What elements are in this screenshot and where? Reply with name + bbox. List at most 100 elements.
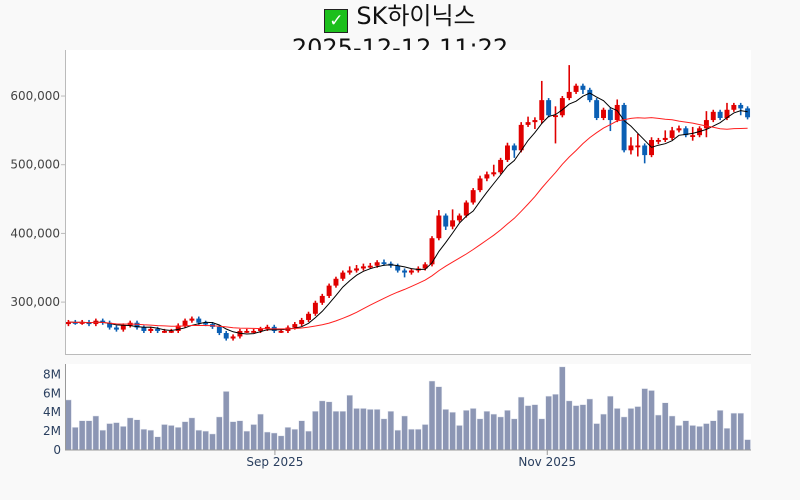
volume-bar xyxy=(572,405,580,451)
volume-bar xyxy=(387,411,395,451)
candle-body xyxy=(621,104,627,151)
candle-body xyxy=(518,124,524,151)
candle-body xyxy=(395,265,401,271)
volume-bar xyxy=(579,404,587,451)
volume-bar xyxy=(517,396,525,451)
candle-body xyxy=(65,322,71,325)
candle-body xyxy=(141,327,147,331)
volume-bar xyxy=(449,411,456,451)
candle-body xyxy=(614,104,620,121)
ma5-line xyxy=(68,92,748,335)
candle-body xyxy=(463,202,469,216)
candle-up xyxy=(299,317,305,327)
candle-up xyxy=(505,142,510,162)
volume-bar xyxy=(552,393,559,451)
volume-bar xyxy=(682,420,690,451)
candle-up xyxy=(676,125,682,133)
volume-bar xyxy=(284,427,292,451)
candle-up xyxy=(189,316,195,323)
candle-up xyxy=(244,328,250,334)
candle-body xyxy=(264,326,270,329)
volume-bar xyxy=(600,413,607,451)
candle-up xyxy=(175,323,181,334)
candle-body xyxy=(566,91,572,99)
volume-bar xyxy=(641,388,648,451)
volume-bar xyxy=(504,410,511,451)
volume-bar xyxy=(209,433,216,451)
candle-body xyxy=(690,135,696,137)
volume-bar xyxy=(565,400,573,451)
candle-body xyxy=(182,320,188,326)
candle-up xyxy=(429,236,435,267)
candle-body xyxy=(731,104,737,110)
price-plot-area xyxy=(65,50,751,355)
volume-bar xyxy=(483,411,491,451)
candle-body xyxy=(367,265,373,268)
x-tick-label: Sep 2025 xyxy=(246,455,303,469)
candle-up xyxy=(703,111,709,138)
candle-up xyxy=(525,116,531,127)
volume-bar xyxy=(559,366,566,451)
volume-bar xyxy=(710,420,717,451)
candle-body xyxy=(456,215,462,221)
candle-body xyxy=(429,238,435,265)
volume-bar xyxy=(442,409,449,451)
volume-bar xyxy=(85,420,93,451)
candle-down xyxy=(683,126,689,138)
candle-body xyxy=(72,322,78,324)
candle-body xyxy=(443,215,449,227)
candle-body xyxy=(230,336,236,339)
volume-bar xyxy=(325,401,333,451)
candle-up xyxy=(456,213,462,223)
volume-bar xyxy=(648,390,655,451)
volume-bar xyxy=(490,413,497,451)
volume-bar xyxy=(168,425,175,451)
volume-bar xyxy=(305,430,312,451)
volume-bar xyxy=(696,426,703,451)
volume-bar xyxy=(106,423,113,451)
candle-up xyxy=(566,65,572,101)
candle-up xyxy=(360,263,366,271)
volume-bar xyxy=(195,429,202,451)
candle-up xyxy=(65,319,71,327)
candle-body xyxy=(525,122,531,125)
volume-bar xyxy=(373,409,381,451)
candle-body xyxy=(299,319,305,325)
volume-bar xyxy=(675,425,683,451)
candle-body xyxy=(306,313,311,320)
candle-down xyxy=(642,143,648,164)
volume-bar xyxy=(614,408,621,451)
candle-body xyxy=(436,215,442,239)
candle-up xyxy=(148,326,154,334)
candle-body xyxy=(642,145,648,156)
volume-bar xyxy=(312,411,319,451)
candle-body xyxy=(168,330,174,333)
candle-up xyxy=(367,262,373,269)
candle-up xyxy=(463,200,469,218)
candle-up xyxy=(408,268,414,275)
candle-body xyxy=(155,328,161,331)
volume-bar xyxy=(394,429,401,451)
volume-bar xyxy=(662,402,669,451)
volume-bar xyxy=(346,394,353,451)
volume-bar xyxy=(174,427,182,451)
candle-body xyxy=(662,137,668,140)
volume-bar xyxy=(655,414,662,451)
candle-body xyxy=(107,322,113,328)
candle-up xyxy=(655,137,661,145)
volume-bar xyxy=(222,391,230,451)
candle-up xyxy=(601,107,606,121)
volume-tick-label: 4M xyxy=(43,405,61,419)
candle-body xyxy=(223,333,229,339)
volume-bar xyxy=(126,417,134,451)
candle-up xyxy=(319,293,325,305)
candle-up xyxy=(484,171,490,182)
volume-bar xyxy=(469,408,477,451)
candle-down xyxy=(223,330,229,341)
price-tick-label: 400,000 xyxy=(10,226,60,240)
candle-up xyxy=(553,106,558,144)
volume-tick-label: 2M xyxy=(43,424,61,438)
volume-bar xyxy=(689,425,696,451)
chart-title: ✓ SK하이닉스 xyxy=(0,2,800,33)
candle-down xyxy=(621,102,627,153)
